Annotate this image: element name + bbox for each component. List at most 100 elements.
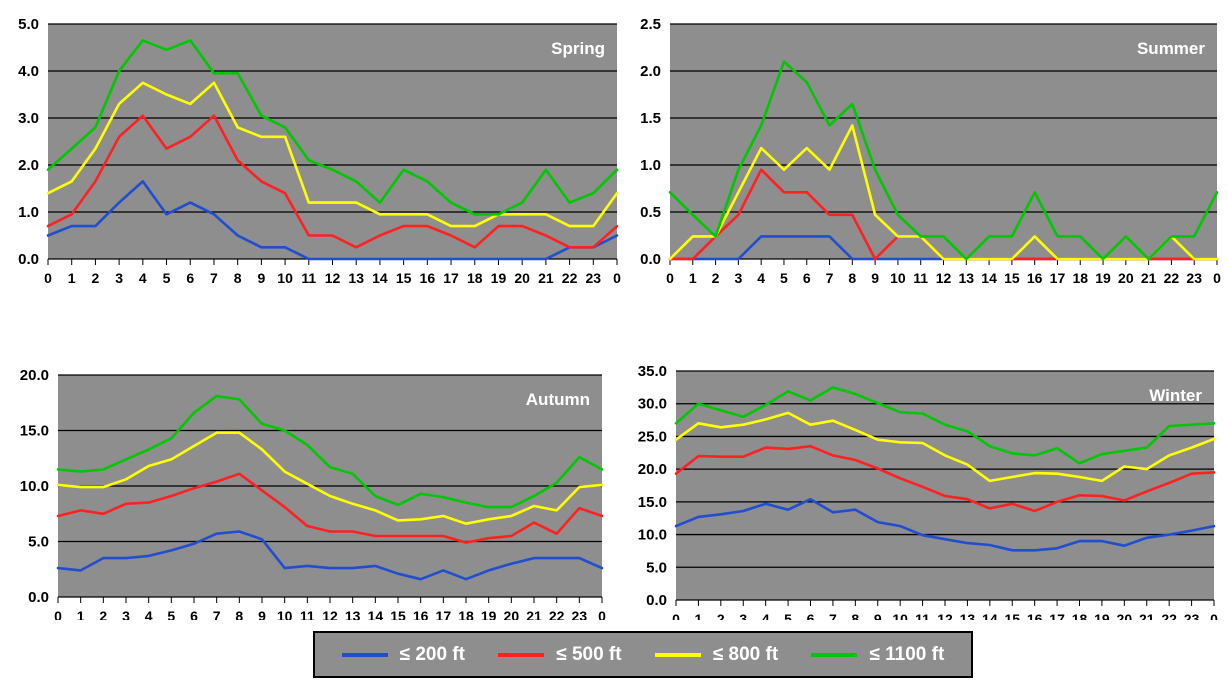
spring-x-tick-label: 5 (163, 270, 171, 286)
spring-y-tick-label: 5.0 (18, 16, 39, 33)
winter-x-tick-label: 11 (915, 611, 930, 620)
winter-x-tick-label: 20 (1117, 611, 1133, 620)
autumn-x-tick-label: 19 (481, 608, 497, 620)
autumn-x-tick-label: 8 (235, 608, 243, 620)
spring-x-tick-label: 23 (586, 270, 602, 286)
winter-x-tick-label: 14 (982, 611, 998, 620)
winter-x-tick-label: 19 (1094, 611, 1110, 620)
spring-y-tick-label: 2.0 (18, 157, 39, 174)
winter-x-tick-label: 15 (1004, 611, 1020, 620)
spring-series-1100ft (46, 39, 619, 216)
spring-x-tick-label: 9 (257, 270, 265, 286)
winter-x-tick-label: 12 (937, 611, 953, 620)
autumn-x-tick-label: 12 (322, 608, 338, 620)
winter-x-tick-label: 16 (1027, 611, 1043, 620)
winter-series-500ft (674, 444, 1216, 513)
autumn-x-tick-label: 13 (345, 608, 361, 620)
spring-x-tick-label: 20 (514, 270, 530, 286)
autumn-series-500ft (56, 472, 604, 544)
summer-x-tick-label: 0 (1213, 270, 1221, 286)
spring-x-tick-label: 0 (613, 270, 621, 286)
spring-x-tick-label: 17 (443, 270, 459, 286)
spring-x-tick-label: 11 (301, 270, 316, 286)
legend-label-800ft: ≤ 800 ft (712, 643, 779, 665)
winter-x-tick-label: 4 (762, 611, 770, 620)
autumn-x-tick-label: 17 (436, 608, 452, 620)
summer-x-tick-label: 4 (757, 270, 765, 286)
charts-canvas: 0.01.02.03.04.05.00 1 2 3 4 5 6 7 8 9 10 11 12 13 14 15… (18, 16, 1221, 620)
winter-x-tick-label: 6 (807, 611, 815, 620)
summer-x-tick-label: 14 (981, 270, 997, 286)
spring-x-tick-label: 2 (92, 270, 100, 286)
winter-x-tick-label: 9 (874, 611, 882, 620)
legend-item-500ft: ≤ 500 ft (498, 644, 622, 666)
legend-swatch-200ft (341, 652, 388, 657)
autumn-x-tick-label: 15 (390, 608, 406, 620)
summer-y-tick-label: 2.5 (640, 16, 661, 33)
autumn-y-tick-label: 5.0 (28, 534, 49, 551)
summer-x-tick-label: 16 (1027, 270, 1043, 286)
winter-y-tick-label: 30.0 (638, 396, 667, 413)
spring-plot-area (48, 24, 617, 259)
spring-y-tick-label: 4.0 (18, 63, 39, 80)
autumn-x-tick-label: 3 (122, 608, 130, 620)
spring-title: Spring (551, 39, 605, 58)
spring-x-tick-label: 6 (186, 270, 194, 286)
summer-title: Summer (1137, 39, 1205, 58)
summer-x-tick-label: 2 (712, 270, 720, 286)
winter-x-tick-label: 17 (1049, 611, 1065, 620)
autumn-x-tick-label: 11 (300, 608, 315, 620)
summer-x-tick-label: 20 (1118, 270, 1134, 286)
summer-series-1100ft (668, 60, 1219, 261)
autumn-y-tick-label: 15.0 (20, 423, 49, 440)
autumn-x-tick-label: 0 (54, 608, 62, 620)
summer-x-tick-label: 3 (734, 270, 742, 286)
autumn-series-200ft (56, 530, 604, 581)
spring-x-tick-label: 16 (420, 270, 436, 286)
winter-x-tick-label: 3 (739, 611, 747, 620)
winter-x-tick-label: 0 (1210, 611, 1218, 620)
legend-item-800ft: ≤ 800 ft (654, 643, 779, 666)
legend-swatch-800ft (654, 652, 701, 657)
summer-x-tick-label: 23 (1186, 270, 1202, 286)
autumn-series-800ft (56, 431, 604, 526)
winter-y-tick-label: 0.0 (646, 592, 667, 609)
spring-x-tick-label: 3 (115, 270, 123, 286)
winter-x-tick-label: 18 (1072, 611, 1088, 620)
autumn-x-tick-label: 5 (167, 608, 175, 620)
spring-x-tick-label: 7 (210, 270, 218, 286)
winter-x-tick-label: 5 (784, 611, 792, 620)
summer-x-tick-label: 0 (666, 270, 674, 286)
autumn-y-tick-label: 20.0 (20, 367, 49, 384)
autumn-x-tick-label: 21 (526, 608, 542, 620)
winter-plot-area (676, 371, 1214, 600)
autumn-series-1100ft (56, 394, 604, 509)
winter-x-tick-label: 21 (1139, 611, 1155, 620)
summer-x-tick-label: 15 (1004, 270, 1020, 286)
autumn-x-tick-label: 23 (572, 608, 588, 620)
summer-x-tick-label: 7 (826, 270, 834, 286)
summer-y-tick-label: 0.0 (640, 251, 661, 268)
spring-series-500ft (46, 114, 619, 249)
autumn-y-tick-label: 10.0 (20, 478, 49, 495)
winter-x-tick-label: 7 (829, 611, 837, 620)
winter-x-tick-label: 23 (1184, 611, 1200, 620)
legend-label-200ft: ≤ 200 ft (399, 643, 465, 665)
autumn-x-tick-label: 14 (368, 608, 384, 620)
autumn-x-tick-label: 1 (77, 608, 85, 620)
summer-x-tick-label: 17 (1050, 270, 1066, 286)
spring-x-tick-label: 4 (139, 270, 147, 286)
legend: ≤ 200 ft ≤ 500 ft ≤ 800 ft ≤ 1100 ft (313, 631, 973, 678)
autumn-x-tick-label: 0 (598, 608, 606, 620)
spring-x-tick-label: 8 (234, 270, 242, 286)
spring-x-tick-label: 14 (372, 270, 388, 286)
autumn-x-tick-label: 2 (99, 608, 107, 620)
autumn-x-tick-label: 20 (504, 608, 520, 620)
summer-x-tick-label: 12 (936, 270, 952, 286)
autumn-y-tick-label: 0.0 (28, 589, 49, 606)
winter-y-tick-label: 25.0 (638, 428, 667, 445)
autumn-x-tick-label: 7 (213, 608, 221, 620)
spring-x-tick-label: 0 (44, 270, 52, 286)
spring-y-tick-label: 0.0 (18, 251, 39, 268)
spring-x-tick-label: 22 (562, 270, 578, 286)
